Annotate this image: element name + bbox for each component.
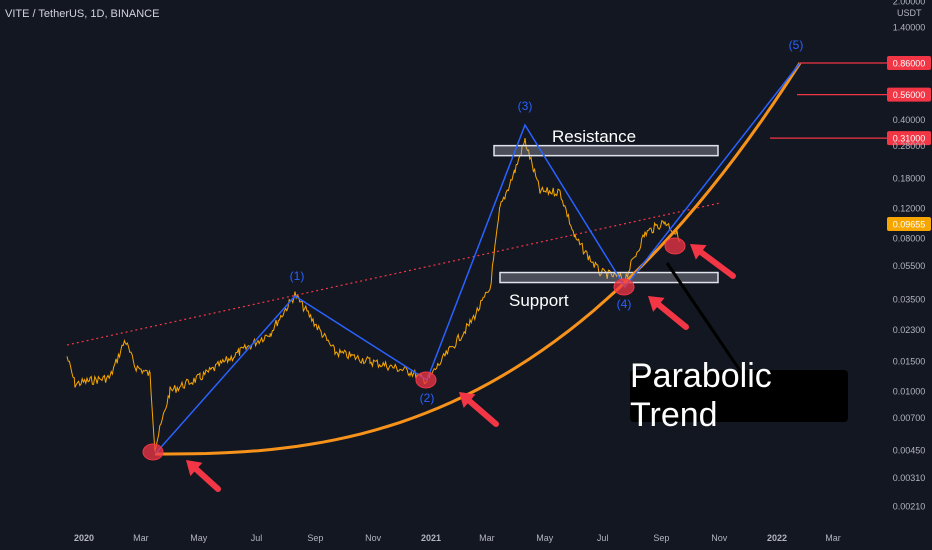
support-label: Support (509, 291, 569, 310)
x-tick-label: 2020 (74, 533, 94, 543)
dotted-trendline (66, 202, 721, 346)
y-tick-label: 0.08000 (893, 233, 926, 243)
price-tag-0.31000 (887, 131, 931, 146)
x-tick-label: 2021 (421, 533, 441, 543)
x-tick-label: 2022 (767, 533, 787, 543)
touch-point-marker (142, 443, 164, 461)
y-tick-label: 0.00310 (893, 473, 926, 483)
symbol-title: VITE / TetherUS, 1D, BINANCE (5, 8, 160, 20)
wave-label: (3) (518, 99, 533, 113)
red-arrow-icon (186, 460, 221, 492)
y-tick-label: 0.01500 (893, 357, 926, 367)
time-axis[interactable]: 2020 Mar May Jul Sep Nov 2021 Mar May Jul Sep Nov 20… (74, 533, 841, 543)
y-tick-label: 2.00000 (893, 0, 926, 6)
wave-label: (5) (789, 38, 804, 52)
y-tick-label: 0.00210 (893, 502, 926, 512)
x-tick-label: May (190, 533, 208, 543)
y-tick-label: 0.00450 (893, 445, 926, 455)
y-tick-label: 0.05500 (893, 261, 926, 271)
callout-pointer (665, 262, 743, 373)
x-tick-label: Jul (251, 533, 263, 543)
price-tag-0.86000 (887, 56, 931, 70)
y-tick-label: 0.28000 (893, 141, 926, 151)
y-tick-label: 0.12000 (893, 204, 926, 214)
y-tick-label: 0.00700 (893, 413, 926, 423)
x-tick-label: May (536, 533, 554, 543)
resistance-label: Resistance (552, 127, 636, 146)
wave-line (154, 62, 801, 455)
wave-label: (1) (290, 269, 305, 283)
red-arrow-icon (459, 392, 499, 427)
touch-point-marker (664, 237, 686, 255)
x-tick-label: Sep (653, 533, 669, 543)
price-tag-0.56000 (887, 87, 931, 102)
red-arrow-icon (690, 244, 736, 279)
touch-point-marker (415, 371, 437, 389)
quote-unit-label: USDT (897, 8, 922, 18)
y-tick-label: 0.86000 (893, 59, 926, 69)
parabolic-curve (155, 62, 802, 456)
x-tick-label: Mar (133, 533, 149, 543)
y-tick-label: 0.01000 (893, 387, 926, 397)
y-tick-label: 0.40000 (893, 115, 926, 125)
x-tick-label: Mar (479, 533, 495, 543)
y-tick-label: 1.40000 (893, 23, 926, 33)
touch-point-marker (613, 278, 635, 296)
parabolic-trend-callout: Parabolic Trend (630, 357, 848, 434)
x-tick-label: Nov (365, 533, 382, 543)
support-zone (499, 271, 719, 284)
red-arrow-icon (648, 296, 689, 330)
x-tick-label: Sep (307, 533, 323, 543)
y-tick-label: 0.02300 (893, 325, 926, 335)
wave-label: (4) (617, 297, 632, 311)
resistance-zone (493, 144, 719, 157)
y-tick-label: 0.56000 (893, 90, 926, 100)
y-tick-label: 0.31000 (893, 134, 926, 144)
price-line (66, 138, 680, 452)
x-tick-label: Mar (825, 533, 841, 543)
wave-label: (2) (420, 391, 435, 405)
y-tick-label: 0.03500 (893, 294, 926, 304)
x-tick-label: Jul (597, 533, 609, 543)
price-axis[interactable]: 2.00000 1.40000 0.86000 0.56000 0.40000 0.310… (887, 0, 931, 512)
price-series (66, 138, 680, 452)
price-tag-0.09655 (887, 217, 931, 232)
y-tick-label: 0.18000 (893, 174, 926, 184)
y-tick-label: 0.09655 (893, 220, 926, 230)
overlay-drawings: Resistance Support (1) (2) (3) (4) (5) (66, 38, 887, 492)
x-tick-label: Nov (711, 533, 728, 543)
